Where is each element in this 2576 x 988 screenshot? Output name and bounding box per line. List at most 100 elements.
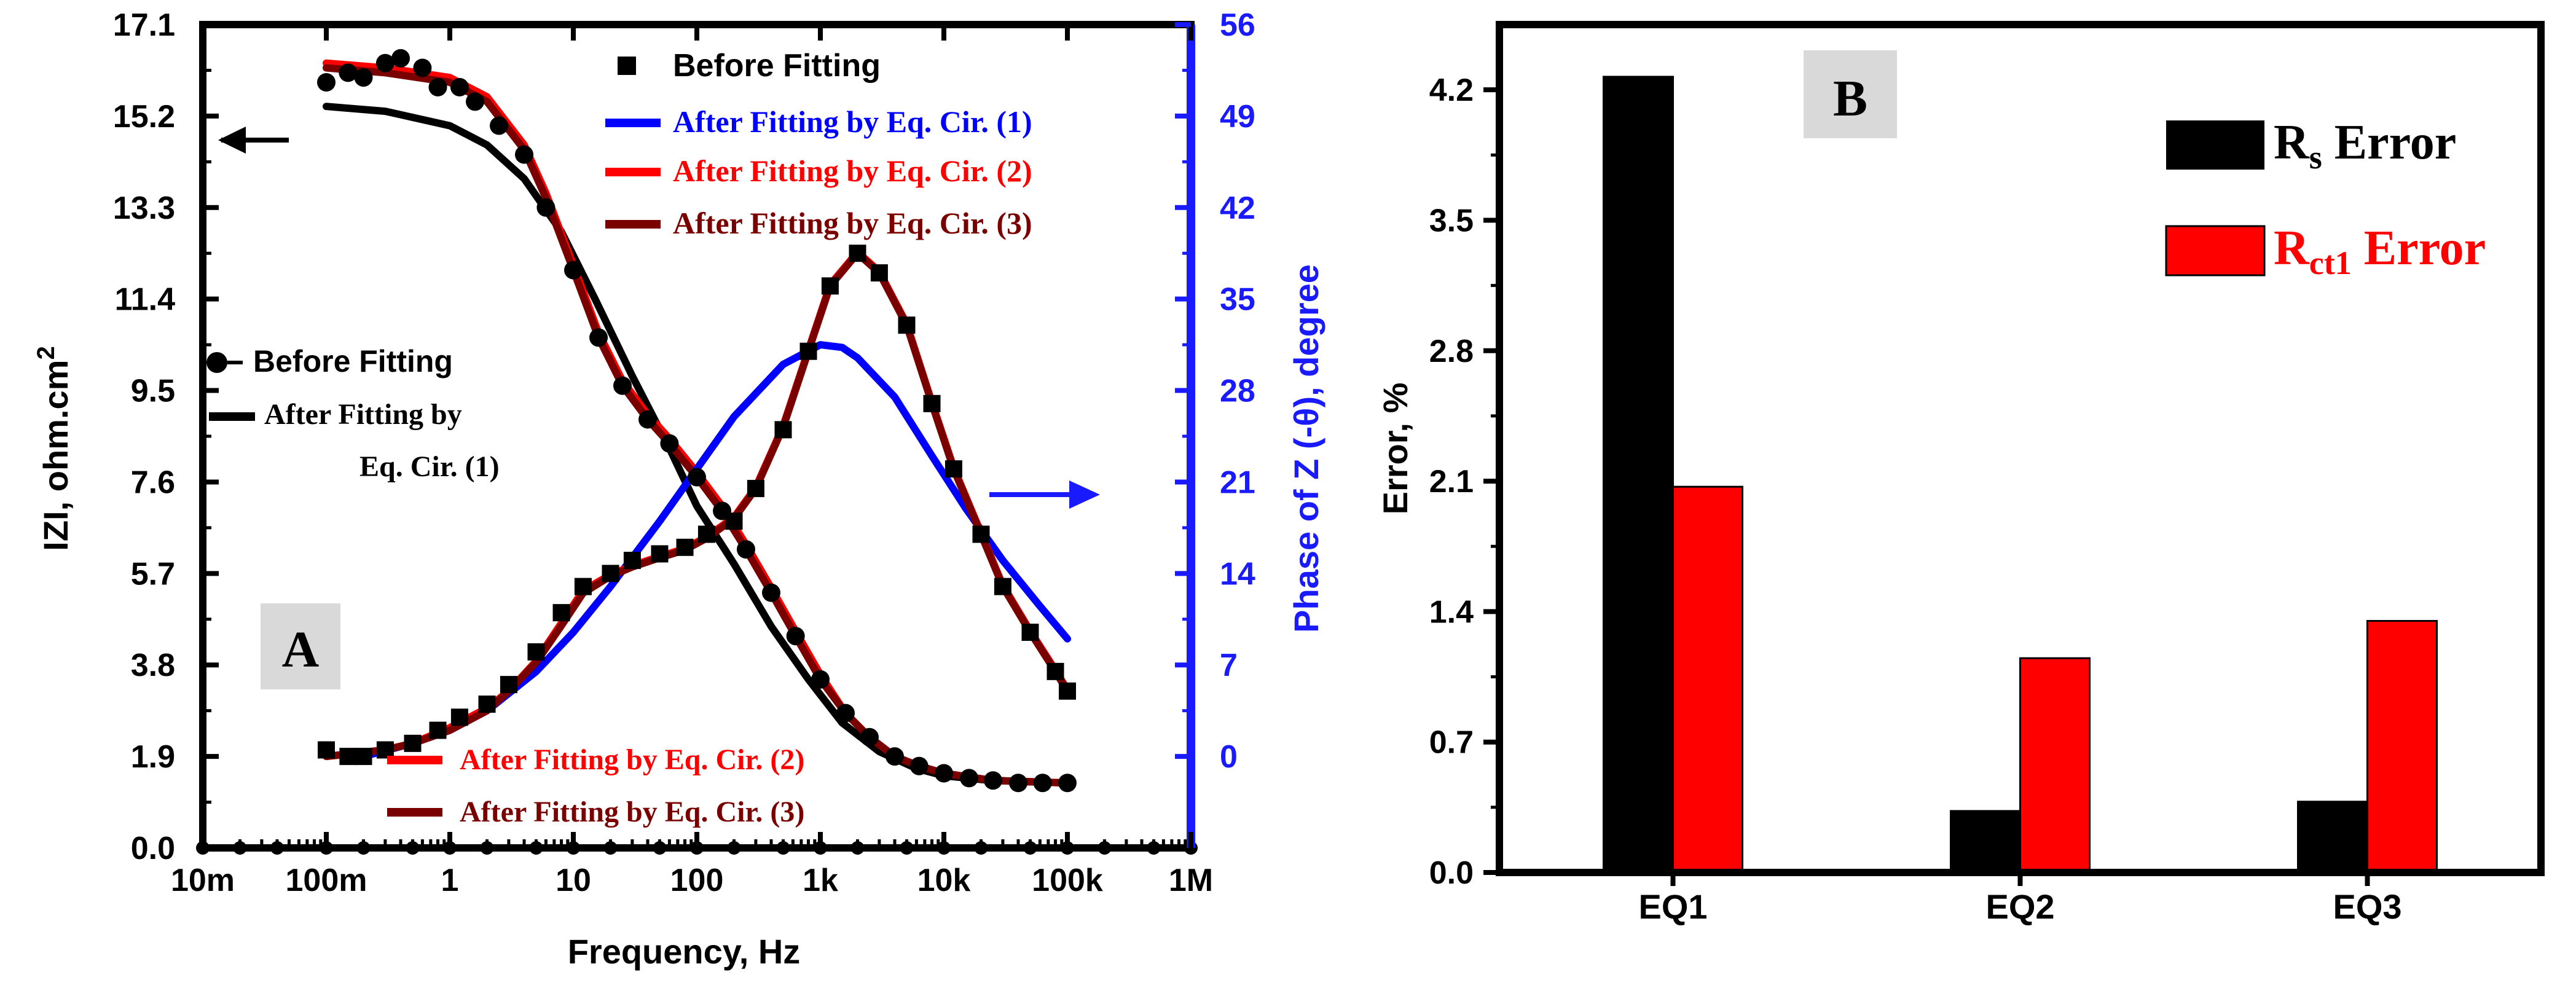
panel-b-chart: EQ1 EQ2 EQ3 0.0 0.7 1.4 2.1 2.8 3.5 4.2 B Error, … <box>1376 21 2545 926</box>
y-tick-label: 0.7 <box>1429 725 1474 761</box>
y-right-tick-label: 56 <box>1220 7 1255 43</box>
data-point-square <box>1059 682 1076 700</box>
y-tick-label: 1.4 <box>1429 594 1474 630</box>
y-right-tick-label: 21 <box>1220 465 1255 500</box>
panel-a-plot-frame <box>199 21 1195 852</box>
data-point-circle <box>886 747 905 766</box>
panel-a-legend-bottom: After Fitting by Eq. Cir. (2) After Fitt… <box>387 743 804 828</box>
panel-b-legend: Rs Error Rct1 Error <box>2165 116 2486 281</box>
data-point-circle <box>1009 774 1028 793</box>
data-point-circle <box>375 53 395 73</box>
x-tick-label: 100m <box>286 863 367 898</box>
data-point-circle <box>811 670 830 689</box>
data-point-circle <box>564 261 583 280</box>
data-point-square <box>972 525 990 543</box>
y-tick-label: 2.8 <box>1429 334 1474 369</box>
data-point-circle <box>317 73 336 92</box>
y-left-tick-label: 3.8 <box>131 648 175 683</box>
data-point-square <box>339 748 357 766</box>
x-tick-label: 100 <box>670 863 724 898</box>
x-category-label: EQ1 <box>1638 887 1707 926</box>
data-point-square <box>552 604 570 622</box>
data-point-square <box>849 245 866 262</box>
y-left-tick-label: 1.9 <box>131 739 175 775</box>
data-point-square <box>404 734 422 752</box>
data-point-circle <box>786 627 805 646</box>
data-point-circle <box>589 328 608 347</box>
bar-eq2-rs <box>1950 810 2021 874</box>
legend-left-eq1: Eq. Cir. (1) <box>359 450 500 483</box>
data-point-square <box>923 394 941 412</box>
data-point-circle <box>836 704 855 723</box>
y-left-tick-label: 13.3 <box>113 190 175 226</box>
y-right-tick-label: 49 <box>1220 99 1255 135</box>
y-left-tick-label: 0.0 <box>131 831 175 866</box>
bar-eq3-rct1 <box>2366 620 2438 874</box>
x-tick-label: 100k <box>1032 863 1103 898</box>
data-point-circle <box>466 92 485 111</box>
data-point-circle <box>339 63 358 82</box>
y-left-tick-label: 5.7 <box>131 556 175 592</box>
x-tick-label: 1k <box>803 863 838 898</box>
y-left-tick-label: 7.6 <box>131 465 175 500</box>
data-point-circle <box>391 49 410 68</box>
data-point-square <box>574 578 592 595</box>
data-point-square <box>1021 624 1039 641</box>
data-point-square <box>651 545 669 563</box>
y-right-tick-label: 14 <box>1220 556 1255 592</box>
data-point-square <box>944 460 962 478</box>
panel-b-y-axis-title: Error, % <box>1376 383 1415 515</box>
x-tick-label: 1 <box>441 863 459 898</box>
data-point-square <box>870 264 888 282</box>
y-left-tick-label: 11.4 <box>115 282 175 318</box>
legend-left-before-fitting: Before Fitting <box>253 344 453 378</box>
panel-a-left-axis-title: IZI, ohm.cm2 <box>33 346 75 551</box>
data-point-circle <box>860 727 879 747</box>
data-point-circle <box>935 764 953 783</box>
data-point-circle <box>536 198 556 217</box>
legend-rs-swatch <box>2166 120 2264 170</box>
data-point-circle <box>960 769 979 788</box>
data-point-square <box>450 708 468 726</box>
bar-eq1-rct1 <box>1672 485 1743 874</box>
data-point-circle <box>413 58 432 77</box>
legend-top-eq3: After Fitting by Eq. Cir. (3) <box>673 206 1032 240</box>
data-point-circle <box>638 410 658 429</box>
data-point-square <box>527 643 545 661</box>
legend-square-marker-icon <box>618 57 636 75</box>
series-line-5 <box>359 341 1071 761</box>
data-point-circle <box>450 77 469 96</box>
data-point-square <box>799 342 817 360</box>
data-point-circle <box>736 540 755 559</box>
data-point-square <box>1046 662 1064 680</box>
data-point-square <box>774 421 792 439</box>
data-point-circle <box>688 468 706 487</box>
y-left-tick-label: 15.2 <box>113 99 175 135</box>
data-point-square <box>478 696 496 713</box>
legend-top-eq2: After Fitting by Eq. Cir. (2) <box>673 154 1032 188</box>
y-right-tick-label: 42 <box>1220 190 1255 226</box>
data-point-square <box>994 578 1011 595</box>
panel-a-legend-left: Before Fitting After Fitting by Eq. Cir.… <box>206 344 500 483</box>
y-tick-label: 4.2 <box>1429 73 1474 108</box>
data-point-square <box>623 552 641 570</box>
x-tick-label: 1M <box>1169 863 1213 898</box>
data-point-square <box>697 525 715 543</box>
data-point-square <box>676 538 694 556</box>
panel-a-right-axis-title: Phase of Z (-θ), degree <box>1287 264 1325 633</box>
x-category-label: EQ2 <box>1985 887 2054 926</box>
data-point-square <box>725 512 743 530</box>
left-arrow-icon <box>218 127 289 154</box>
data-point-circle <box>983 771 1002 790</box>
data-point-square <box>318 741 335 759</box>
data-point-square <box>898 316 916 334</box>
bar-eq1-rs <box>1603 76 1674 874</box>
panel-b-bars <box>1603 76 2438 874</box>
panel-a-x-axis-title: Frequency, Hz <box>568 932 801 971</box>
bar-eq2-rct1 <box>2019 657 2091 874</box>
panel-a-legend-top: Before Fitting After Fitting by Eq. Cir.… <box>605 48 1032 240</box>
x-tick-label: 10 <box>556 863 591 898</box>
y-tick-label: 3.5 <box>1429 203 1474 238</box>
legend-bottom-eq3: After Fitting by Eq. Cir. (3) <box>460 796 804 828</box>
